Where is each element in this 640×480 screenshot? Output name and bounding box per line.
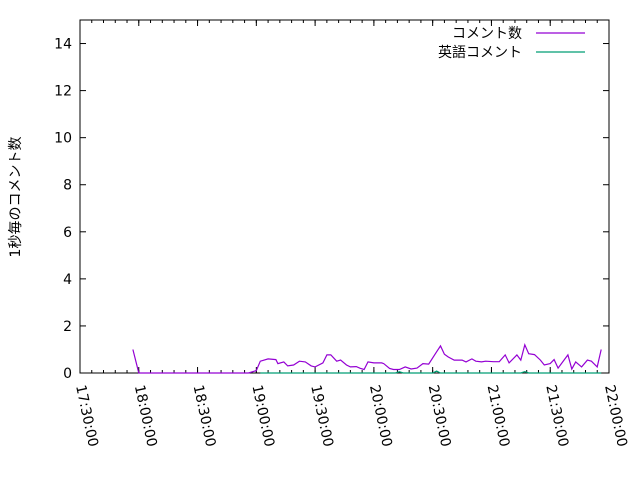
y-tick-label: 12: [54, 84, 72, 100]
x-tick-label: 19:00:00: [248, 384, 277, 449]
plot-border: [79, 19, 610, 374]
x-tick-label: 18:30:00: [190, 384, 219, 449]
y-tick-label: 8: [63, 178, 72, 194]
x-tick-label: 20:30:00: [425, 384, 454, 449]
y-tick-label: 2: [63, 319, 72, 335]
x-tick-label: 21:00:00: [484, 384, 513, 449]
x-tick-label: 17:30:00: [72, 384, 101, 449]
y-tick-label: 14: [54, 37, 72, 53]
y-axis-label: 1秒毎のコメント数: [8, 137, 24, 258]
x-tick-label: 19:30:00: [307, 384, 336, 449]
y-tick-label: 10: [54, 131, 72, 147]
x-tick-label: 21:30:00: [542, 384, 571, 449]
y-tick-label: 0: [63, 366, 72, 382]
x-tick-label: 18:00:00: [131, 384, 160, 449]
x-tick-label: 22:00:00: [601, 384, 630, 449]
y-tick-label: 6: [63, 225, 72, 241]
series-line: [260, 370, 602, 374]
legend-label: コメント数: [452, 26, 522, 42]
series-line: [132, 342, 602, 374]
y-tick-label: 4: [63, 272, 72, 288]
x-tick-label: 20:00:00: [366, 384, 395, 449]
legend-label: 英語コメント: [438, 44, 522, 61]
